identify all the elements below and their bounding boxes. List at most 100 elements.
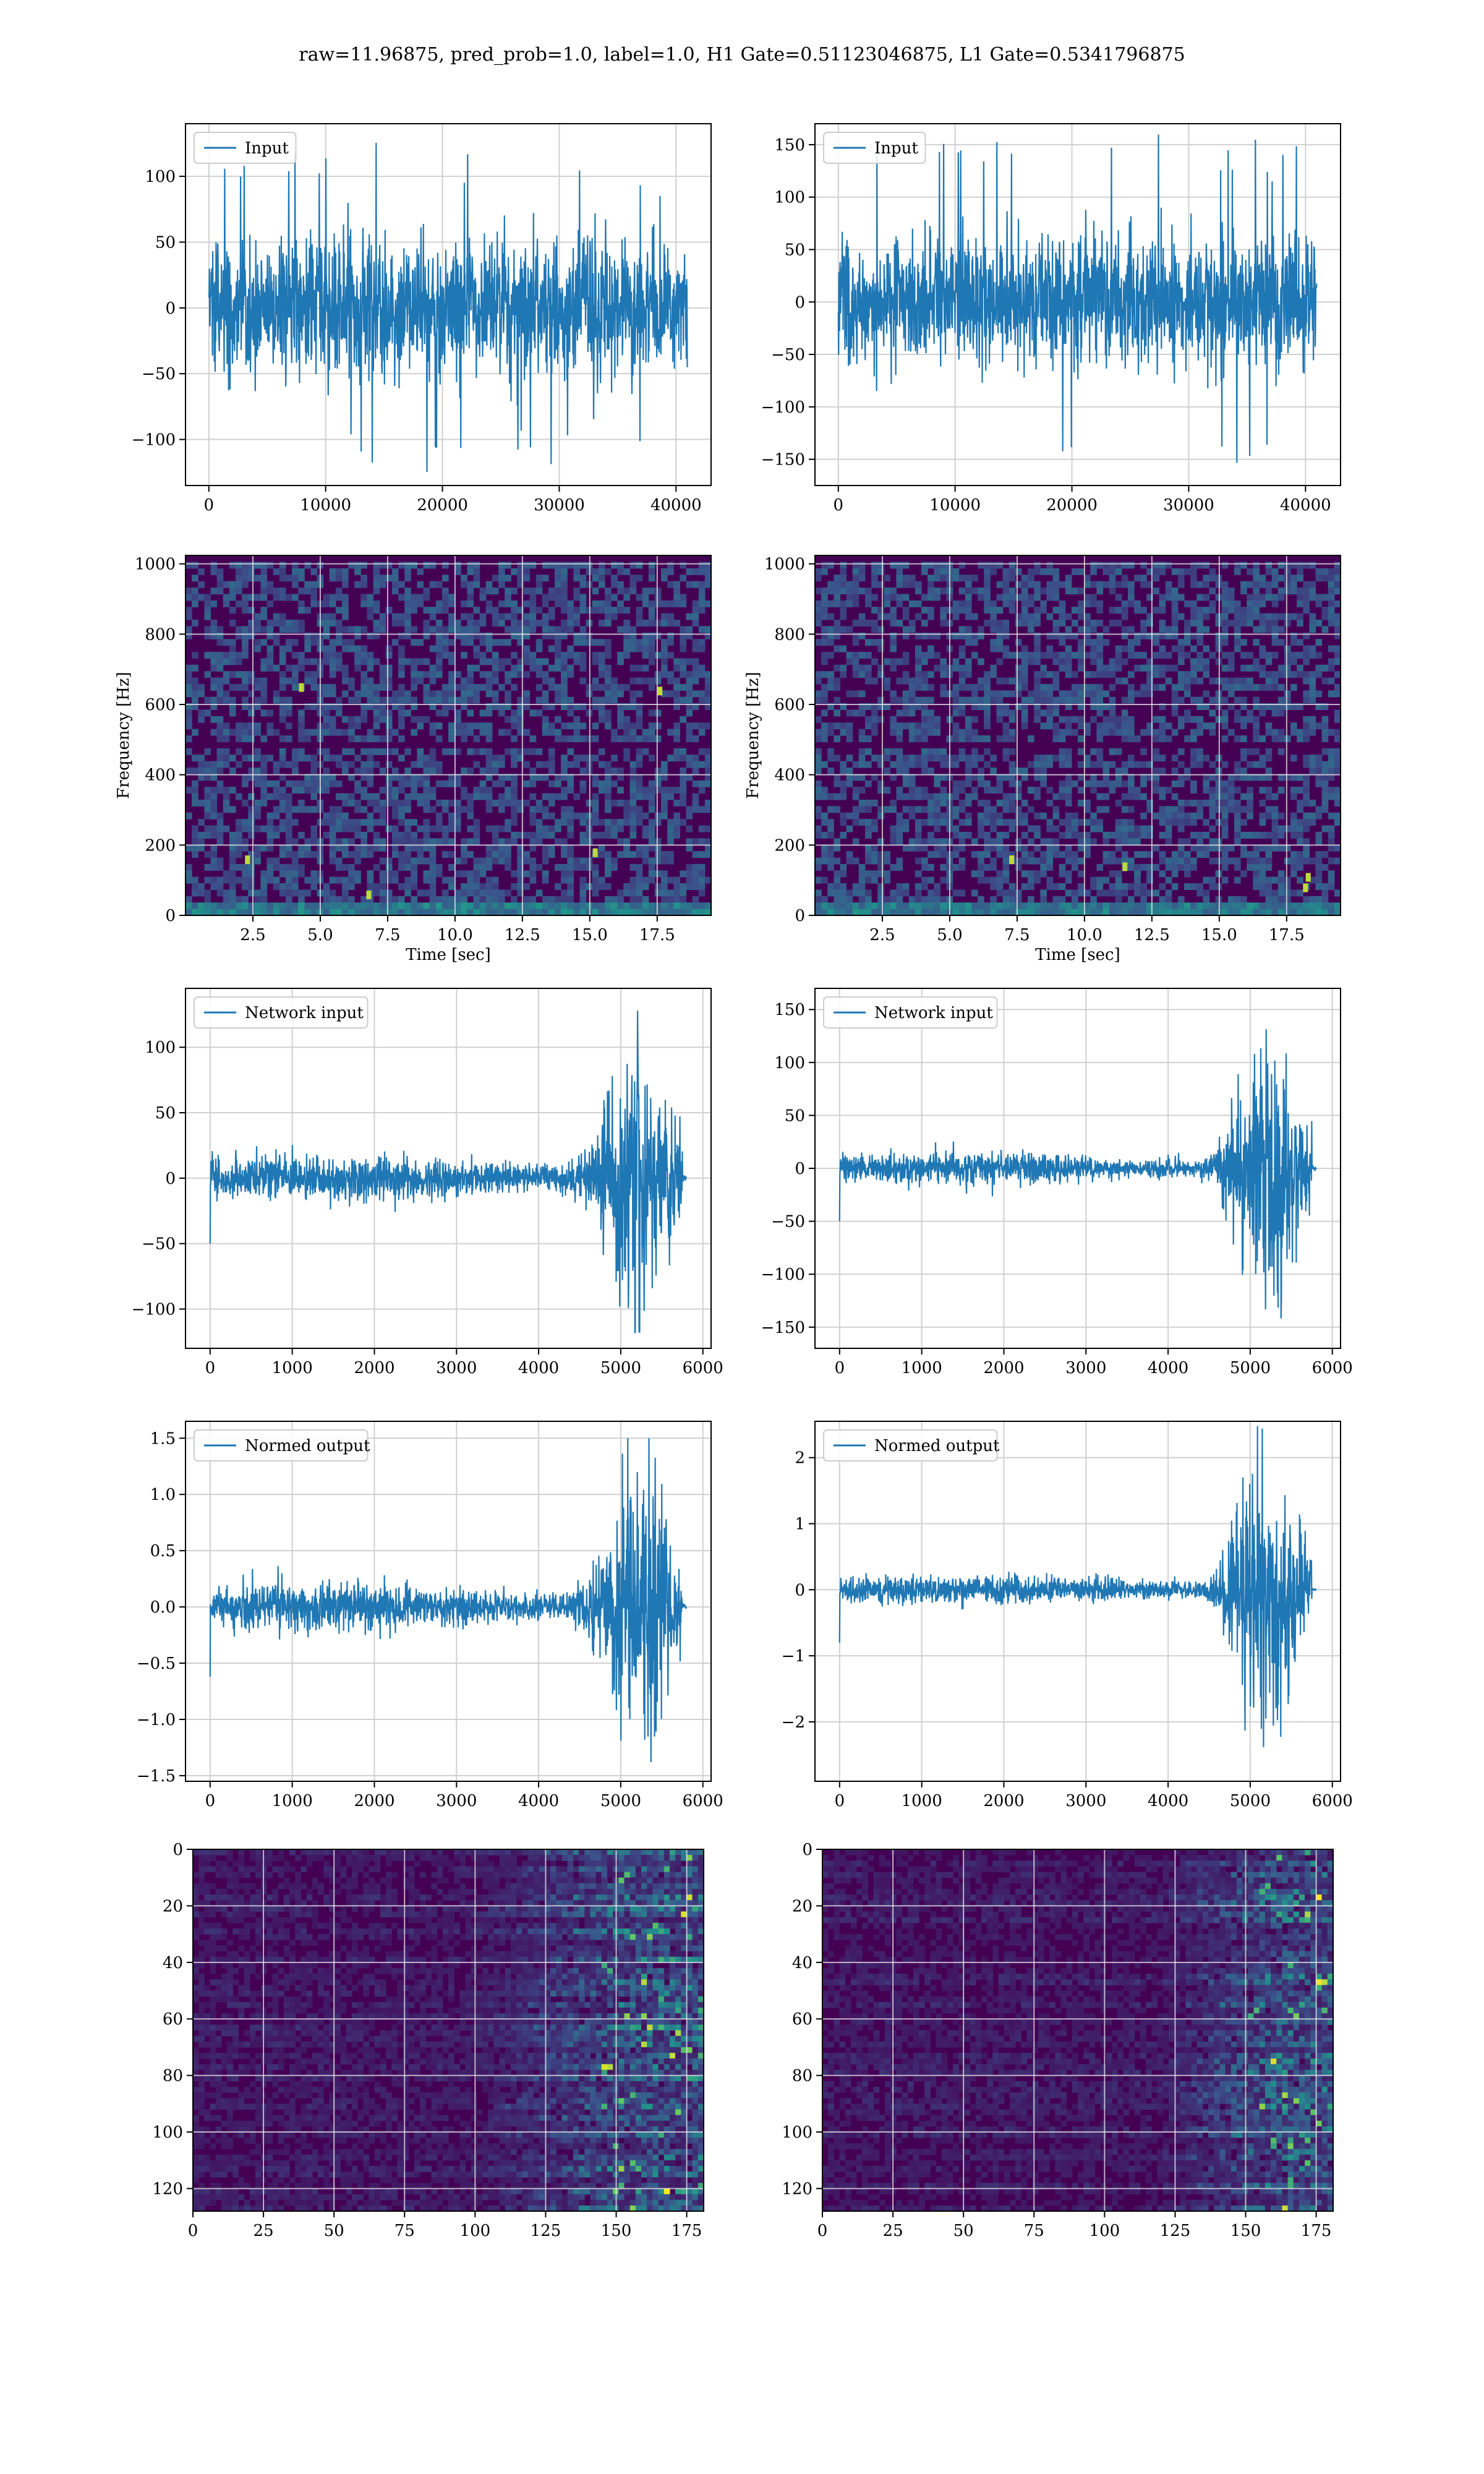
- x-tick-label: 2.5: [240, 926, 265, 944]
- x-tick-label: 100: [1090, 2222, 1120, 2240]
- bright-spot: [1303, 883, 1308, 892]
- series-group-input-h1: [208, 142, 688, 473]
- ticks-spec-l1: 2.5 5.0 7.5 10.0 12.5 15.0 17.5 0 200 400 600 800 10…: [764, 555, 1305, 944]
- x-tick-label: 150: [601, 2222, 632, 2240]
- ticks-netin-l1: 0 1000 2000 3000 4000 5000 6000 −150 −100 −50 0 50 1…: [761, 1001, 1353, 1377]
- x-tick-label: 7.5: [1004, 926, 1030, 944]
- x-tick-label: 10.0: [437, 926, 473, 944]
- heatmap-spec-l1: [815, 555, 1341, 915]
- panel-spec-h1: 2.5 5.0 7.5 10.0 12.5 15.0 17.5 0 200 400 600 800 10…: [114, 555, 712, 964]
- bright-spot: [299, 683, 304, 692]
- y-tick-label: 50: [155, 233, 176, 252]
- legend-box: [823, 1429, 998, 1462]
- x-tick-label: 125: [531, 2222, 561, 2240]
- x-tick-label: 2000: [983, 1792, 1024, 1810]
- legend-label: Input: [874, 139, 918, 158]
- x-tick-label: 75: [1024, 2222, 1044, 2240]
- x-tick-label: 15.0: [572, 926, 608, 944]
- legend-box: [823, 996, 998, 1029]
- series-line-netin-h1: [209, 1010, 687, 1333]
- x-tick-label: 17.5: [639, 926, 675, 944]
- y-tick-label: −100: [132, 431, 176, 450]
- y-tick-label: 0: [165, 299, 176, 318]
- x-tick-label: 40000: [650, 496, 702, 515]
- x-tick-label: 12.5: [1134, 926, 1170, 944]
- series-group-input-l1: [837, 134, 1318, 463]
- legend-label: Normed output: [874, 1437, 1000, 1455]
- x-tick-label: 50: [324, 2222, 344, 2240]
- x-tick-label: 5000: [600, 1359, 641, 1377]
- x-tick-label: 1000: [902, 1792, 942, 1810]
- heatmap-feat-h1: [193, 1849, 704, 2211]
- x-tick-label: 20000: [1046, 496, 1098, 515]
- y-tick-label: −150: [761, 1319, 805, 1337]
- bright-spot: [1122, 862, 1128, 871]
- y-tick-label: −100: [761, 1265, 805, 1284]
- legend-input-h1: Input: [194, 132, 297, 164]
- series-line-netin-l1: [838, 1029, 1317, 1319]
- legend-input-l1: Input: [823, 132, 926, 164]
- y-tick-label: −1.0: [137, 1711, 176, 1729]
- y-tick-label: 600: [774, 696, 805, 714]
- x-tick-label: 6000: [1312, 1359, 1353, 1377]
- axes-frame-spec-l1: [814, 555, 1341, 916]
- x-tick-label: 175: [1301, 2222, 1332, 2240]
- y-tick-label: 50: [785, 241, 805, 259]
- x-tick-label: 1000: [272, 1359, 313, 1377]
- y-tick-label: −50: [771, 1213, 805, 1231]
- y-tick-label: 1000: [135, 555, 176, 574]
- y-tick-label: 40: [163, 1954, 183, 1972]
- x-tick-label: 25: [254, 2222, 274, 2240]
- legend-label: Network input: [874, 1004, 993, 1022]
- bright-spot: [245, 855, 250, 865]
- y-tick-label: 120: [782, 2180, 812, 2198]
- y-tick-label: −2: [782, 1713, 805, 1732]
- legend-box: [194, 1429, 369, 1462]
- bright-spot: [1305, 873, 1311, 882]
- x-tick-label: 25: [883, 2222, 903, 2240]
- y-tick-label: 0: [795, 1160, 805, 1178]
- y-tick-label: 800: [774, 625, 805, 644]
- y-tick-label: −100: [761, 398, 805, 417]
- legend-label: Network input: [245, 1004, 364, 1022]
- x-tick-label: 0: [835, 1359, 845, 1377]
- x-tick-label: 4000: [1148, 1359, 1188, 1377]
- panel-feat-l1: 0 25 50 75 100 125 150 175 0 20 40 60 80 100 120: [782, 1841, 1334, 2240]
- ticks-input-h1: 0 10000 20000 30000 40000 −100 −50 0 50 100: [132, 168, 702, 515]
- axes-frame-feat-l1: [822, 1849, 1334, 2212]
- legend-normed-h1: Normed output: [194, 1429, 370, 1462]
- series-line-normed-l1: [838, 1426, 1317, 1747]
- heatmap-feat-l1: [822, 1849, 1333, 2211]
- y-tick-label: 100: [152, 2123, 183, 2142]
- x-tick-label: 1000: [902, 1359, 942, 1377]
- x-tick-label: 4000: [518, 1359, 559, 1377]
- x-tick-label: 12.5: [505, 926, 540, 944]
- x-tick-label: 2000: [983, 1359, 1024, 1377]
- x-tick-label: 0: [205, 1359, 216, 1377]
- y-tick-label: 200: [145, 836, 176, 855]
- y-tick-label: 800: [145, 625, 176, 644]
- y-tick-label: 0: [795, 907, 805, 925]
- x-tick-label: 5.0: [937, 926, 962, 944]
- series-line-input-h1: [208, 142, 688, 473]
- x-tick-label: 175: [672, 2222, 702, 2240]
- x-tick-label: 100: [460, 2222, 491, 2240]
- series-group-netin-h1: [209, 1010, 687, 1333]
- axes-frame-netin-h1: [185, 988, 712, 1349]
- y-tick-label: 0: [802, 1841, 812, 1859]
- x-tick-label: 6000: [683, 1359, 723, 1377]
- y-tick-label: 0: [173, 1841, 183, 1859]
- panel-normed-l1: Normed output 0 1000 2000 3000 4000 5000 6000 −2…: [782, 1421, 1353, 1810]
- y-tick-label: 400: [145, 766, 176, 785]
- y-tick-label: 1.5: [150, 1429, 176, 1448]
- y-tick-label: 1000: [764, 555, 805, 574]
- bright-spot: [1009, 855, 1015, 865]
- y-tick-label: 0: [795, 293, 805, 312]
- x-tick-label: 2.5: [869, 926, 895, 944]
- x-tick-label: 6000: [1312, 1792, 1353, 1810]
- axes-frame-normed-l1: [814, 1421, 1341, 1782]
- x-tick-label: 150: [1230, 2222, 1261, 2240]
